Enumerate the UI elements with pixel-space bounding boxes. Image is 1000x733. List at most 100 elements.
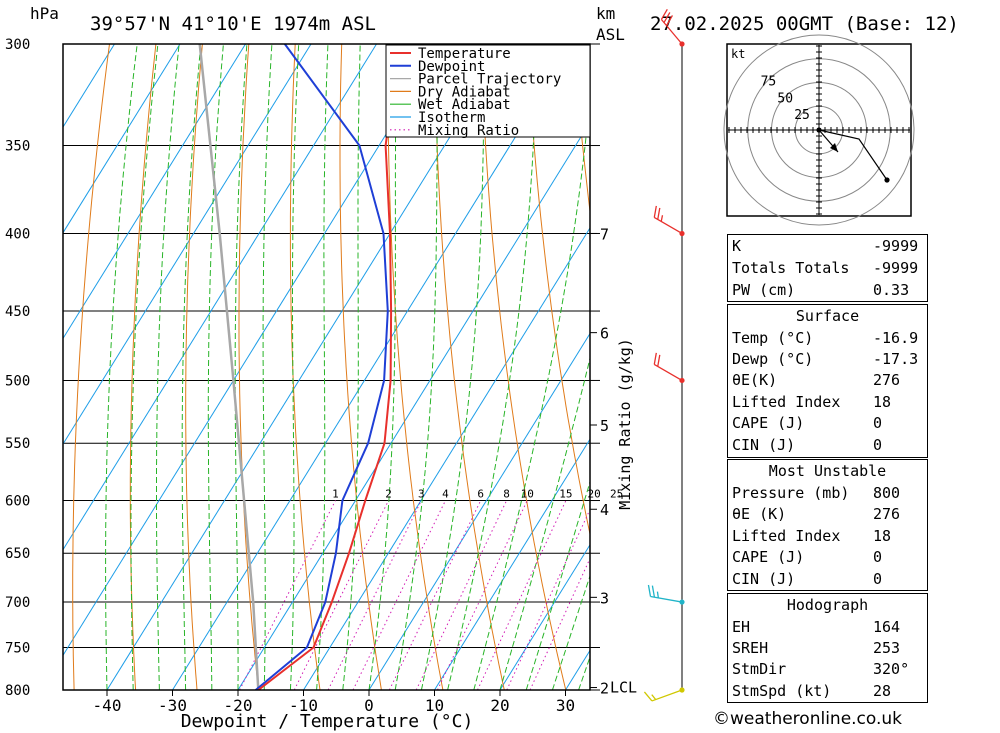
surface-temp-row: Temp (°C) -16.9 [732, 328, 923, 349]
km-tick-label: 3 [600, 589, 609, 607]
legend-label: Mixing Ratio [418, 123, 519, 139]
mixing-ratio-label: 2 [385, 488, 392, 501]
lcl-label: LCL [610, 679, 637, 697]
pressure-tick-label: 500 [5, 373, 30, 389]
mixing-ratio-label: 10 [521, 488, 534, 501]
pressure-tick-label: 300 [5, 37, 30, 53]
surface-dewp-row: Dewp (°C) -17.3 [732, 349, 923, 370]
wind-barb-flag [654, 206, 656, 218]
dry-adiabat-line [527, 44, 627, 690]
temperature-line [258, 44, 399, 690]
surface-title: Surface [728, 306, 927, 327]
pressure-tick-label: 350 [5, 139, 30, 155]
wet-adiabat-line [317, 44, 328, 690]
dry-adiabat-line [130, 44, 156, 690]
wind-barb-flag [652, 695, 656, 700]
wind-barb-shaft [654, 364, 682, 380]
hodograph-start-point [816, 127, 821, 132]
mixing-ratio-label: 20 [588, 488, 601, 501]
dry-adiabat-line [340, 44, 381, 690]
wind-barb-flag [654, 353, 656, 365]
wind-barb-flag [652, 586, 654, 598]
pressure-tick-label: 800 [5, 683, 30, 699]
pressure-tick-label: 400 [5, 226, 30, 242]
km-tick-label: 5 [600, 417, 609, 435]
wet-adiabat-line [448, 44, 538, 690]
mixing-ratio-line [478, 501, 566, 691]
credit-text: ©weatheronline.co.uk [713, 709, 902, 729]
hodograph-params-panel: Hodograph EH 164 SREH 253 StmDir 320° StmSp… [727, 593, 928, 703]
hodograph-unit-label: kt [731, 47, 745, 61]
wind-barb-flag [644, 692, 652, 701]
wind-barb-shaft [654, 217, 682, 233]
wet-adiabat-line [395, 44, 437, 690]
x-axis-title: Dewpoint / Temperature (°C) [181, 711, 474, 732]
mu-cin-row: CIN (J) 0 [732, 569, 923, 590]
wet-adiabat-line [131, 44, 158, 690]
wet-adiabat-line [343, 44, 360, 690]
wind-barb-flag [658, 355, 660, 367]
km-tick-label: 7 [600, 225, 609, 243]
k-index-row: K -9999 [732, 236, 923, 257]
mixing-ratio-label: 1 [332, 488, 339, 501]
surface-lifted-index-row: Lifted Index 18 [732, 392, 923, 413]
date-title: 27.02.2025 00GMT (Base: 12) [650, 13, 959, 35]
km-unit-label: km [596, 4, 615, 23]
wind-barb-flag [648, 585, 650, 597]
wind-barb-shaft [650, 596, 682, 602]
hodograph-ring-label: 75 [761, 75, 777, 90]
mu-theta-e-row: θE (K) 276 [732, 504, 923, 525]
mixing-ratio-label: 4 [442, 488, 449, 501]
mu-cape-row: CAPE (J) 0 [732, 547, 923, 568]
most-unstable-panel: Most Unstable Pressure (mb) 800 θE (K) 276… [727, 459, 928, 591]
isotherm-line [107, 44, 508, 690]
location-title: 39°57'N 41°10'E 1974m ASL [90, 13, 376, 35]
hpa-unit-label: hPa [30, 4, 59, 23]
isotherm-line [304, 44, 705, 690]
dry-adiabat-line [186, 44, 203, 690]
mixing-ratio-label: 8 [503, 488, 510, 501]
dry-adiabat-line [945, 44, 1000, 690]
surface-cin-row: CIN (J) 0 [732, 435, 923, 456]
isotherm-line [238, 44, 639, 690]
pw-row: PW (cm) 0.33 [732, 280, 923, 301]
mixing-ratio-label: 3 [418, 488, 425, 501]
dry-adiabat-line [73, 44, 110, 690]
km-tick-label: 4 [600, 501, 609, 519]
pressure-tick-label: 600 [5, 494, 30, 510]
hodograph-ring-label: 25 [794, 108, 810, 123]
pressure-tick-label: 700 [5, 595, 30, 611]
wet-adiabat-line [235, 44, 247, 690]
most-unstable-title: Most Unstable [728, 461, 927, 482]
mu-pressure-row: Pressure (mb) 800 [732, 483, 923, 504]
mixing-ratio-axis-title: Mixing Ratio (g/kg) [616, 338, 634, 510]
km-tick-label: 2 [600, 680, 609, 698]
km-tick-label: 6 [600, 325, 609, 343]
mixing-ratio-label: 15 [559, 488, 572, 501]
dry-adiabat-line [388, 44, 443, 690]
wind-barb-flag [661, 215, 662, 221]
x-tick-label: -40 [93, 696, 122, 715]
sreh-row: SREH 253 [732, 638, 923, 659]
isotherm-line [42, 44, 443, 690]
isotherm-line [0, 44, 377, 690]
surface-theta-e-row: θE(K) 276 [732, 370, 923, 391]
wind-barb-flag [657, 592, 658, 598]
totals-totals-row: Totals Totals -9999 [732, 258, 923, 279]
isotherm-line [0, 44, 311, 690]
surface-cape-row: CAPE (J) 0 [732, 413, 923, 434]
mixing-ratio-line [353, 501, 446, 691]
pressure-tick-label: 750 [5, 640, 30, 656]
wind-barb-flag [658, 208, 660, 220]
mixing-ratio-line [507, 501, 594, 691]
isotherm-line [369, 44, 770, 690]
stmdir-row: StmDir 320° [732, 659, 923, 680]
x-tick-label: 20 [490, 696, 509, 715]
pressure-tick-label: 450 [5, 304, 30, 320]
pressure-tick-label: 650 [5, 546, 30, 562]
hodograph-params-title: Hodograph [728, 595, 927, 616]
hodograph-ring-label: 50 [777, 91, 793, 106]
dry-adiabat-line [992, 44, 1000, 690]
wind-barb-shaft [652, 690, 682, 701]
